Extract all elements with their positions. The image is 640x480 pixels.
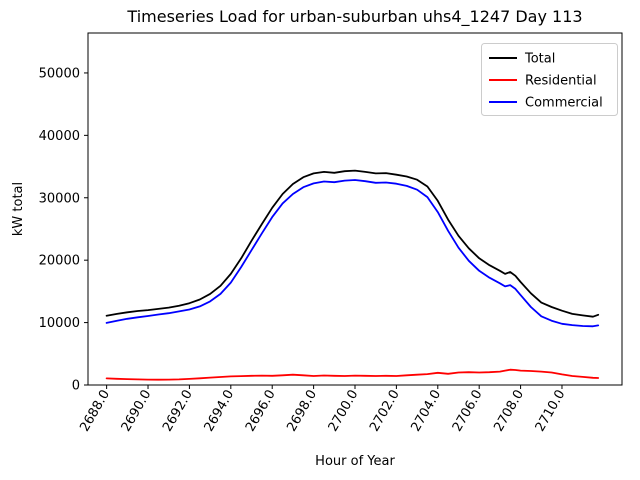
series-line-total — [105, 169, 600, 318]
x-tick-label: 2690.0 — [119, 388, 155, 435]
y-axis-ticks: 0 10000 20000 30000 40000 50000 — [39, 66, 88, 394]
y-tick-label: 40000 — [39, 129, 80, 144]
x-axis-ticks: 2688.0 2690.0 2692.0 2694.0 2696.0 2698.0 2700… — [77, 385, 568, 434]
legend: Total Residential Commercial — [481, 43, 618, 116]
series-lines — [105, 169, 600, 381]
x-tick-label: 2692.0 — [160, 388, 196, 435]
series-line-residential — [105, 368, 600, 381]
x-tick-label: 2702.0 — [367, 388, 403, 435]
legend-label-residential: Residential — [525, 74, 597, 89]
y-tick-label: 30000 — [39, 191, 80, 206]
x-tick-label: 2688.0 — [77, 388, 113, 435]
y-tick-label: 50000 — [39, 66, 80, 81]
x-tick-label: 2704.0 — [409, 388, 445, 435]
legend-box — [481, 43, 618, 116]
x-tick-label: 2694.0 — [202, 388, 238, 435]
chart-title: Timeseries Load for urban-suburban uhs4_… — [126, 7, 582, 27]
x-tick-label: 2696.0 — [243, 388, 279, 435]
legend-label-total: Total — [524, 52, 555, 67]
y-tick-label: 0 — [72, 379, 80, 394]
y-tick-label: 20000 — [39, 254, 80, 269]
x-tick-label: 2708.0 — [491, 388, 527, 435]
x-tick-label: 2700.0 — [326, 388, 362, 435]
x-tick-label: 2706.0 — [450, 388, 486, 435]
x-axis-label: Hour of Year — [315, 454, 395, 469]
y-axis-label: kW total — [11, 182, 26, 236]
y-tick-label: 10000 — [39, 316, 80, 331]
series-line-commercial — [105, 179, 600, 328]
x-tick-label: 2710.0 — [533, 388, 569, 435]
legend-label-commercial: Commercial — [525, 96, 603, 111]
x-tick-label: 2698.0 — [284, 388, 320, 435]
